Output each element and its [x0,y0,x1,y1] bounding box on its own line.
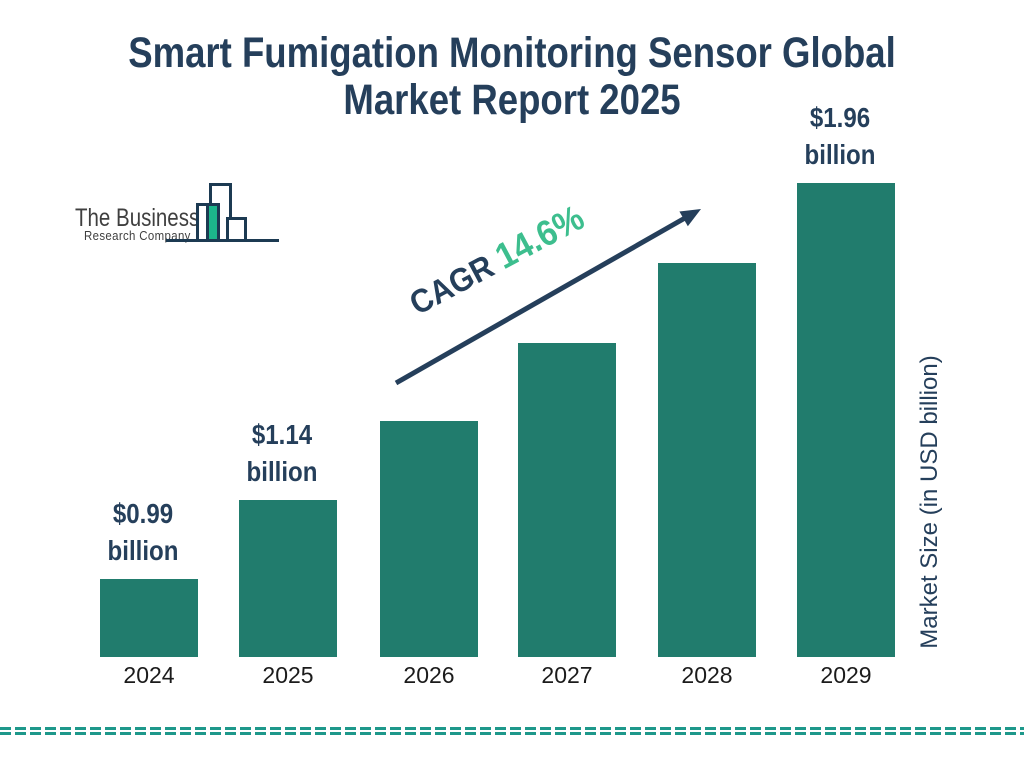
bottom-dashed-divider [0,727,1024,737]
logo-text-primary: The Business [75,204,200,232]
value-label-2024: $0.99 billion [108,495,179,569]
y-axis-label: Market Size (in USD billion) [916,355,943,649]
x-axis-label-2029: 2029 [820,662,872,688]
bar-2028 [658,263,756,657]
cagr-prefix: CAGR [403,247,500,322]
bar-2025 [239,500,337,657]
bar-2027 [518,343,616,657]
page-title-line2: Market Report 2025 [343,76,681,124]
dashed-line-bottom [0,732,1024,735]
value-label-line: billion [246,456,318,487]
bar-2024 [100,579,198,657]
cagr-label: CAGR 14.6% [402,196,591,323]
x-axis-label-2028: 2028 [681,662,733,688]
page-title: Smart Fumigation Monitoring Sensor Globa… [77,30,947,124]
growth-arrow-head-icon [679,209,701,227]
value-label-2025: $1.14 billion [247,416,318,490]
dashed-line-top [0,727,1024,730]
value-label-2029: $1.96 billion [805,99,876,173]
logo-text-secondary: Research Company [84,228,191,243]
logo-bar-green [206,203,220,242]
x-axis-label-2027: 2027 [541,662,593,688]
value-label-line: billion [804,139,876,170]
company-logo: The Business Research Company [75,178,290,250]
value-label-line: billion [107,535,179,566]
bar-2026 [380,421,478,657]
value-label-line: $1.96 [809,102,871,133]
page-title-line1: Smart Fumigation Monitoring Sensor Globa… [128,29,896,77]
logo-bar-outline-small [226,217,247,242]
bar-2029 [797,183,895,657]
cagr-value: 14.6% [488,196,591,277]
x-axis-label-2026: 2026 [403,662,455,688]
value-label-line: $1.14 [251,419,313,450]
x-axis-label-2024: 2024 [123,662,175,688]
x-axis-label-2025: 2025 [262,662,314,688]
value-label-line: $0.99 [112,498,174,529]
